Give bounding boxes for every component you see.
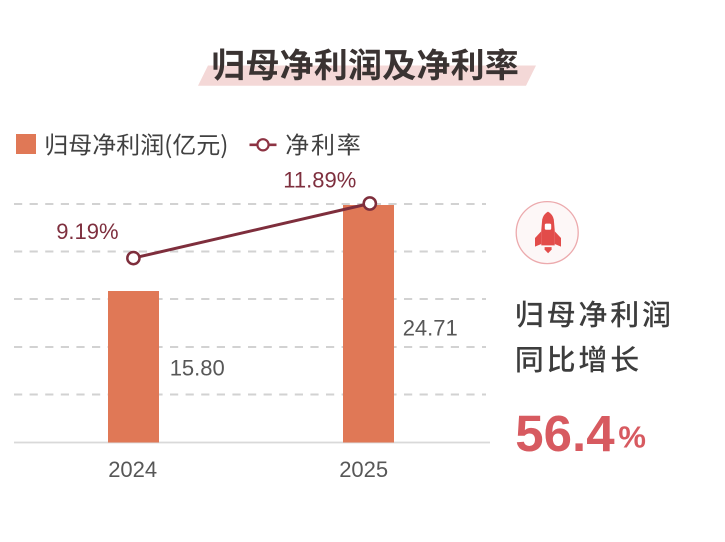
svg-text:2024: 2024 (108, 457, 157, 482)
svg-text:11.89%: 11.89% (283, 168, 356, 193)
svg-text:24.71: 24.71 (403, 316, 458, 341)
svg-text:15.80: 15.80 (170, 355, 225, 380)
svg-text:%: % (618, 420, 646, 455)
svg-text:9.19%: 9.19% (56, 219, 118, 244)
svg-text:2025: 2025 (339, 457, 388, 482)
svg-text:56.4: 56.4 (515, 405, 615, 462)
